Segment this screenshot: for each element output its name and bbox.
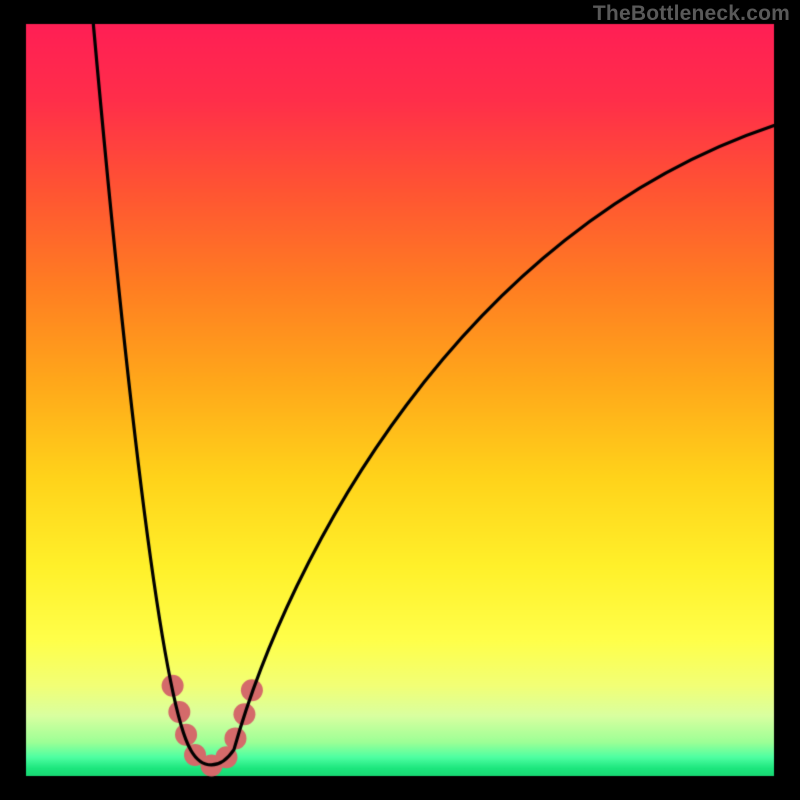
chart-stage: TheBottleneck.com (0, 0, 800, 800)
watermark-text: TheBottleneck.com (593, 2, 790, 26)
bottleneck-chart-canvas (0, 0, 800, 800)
